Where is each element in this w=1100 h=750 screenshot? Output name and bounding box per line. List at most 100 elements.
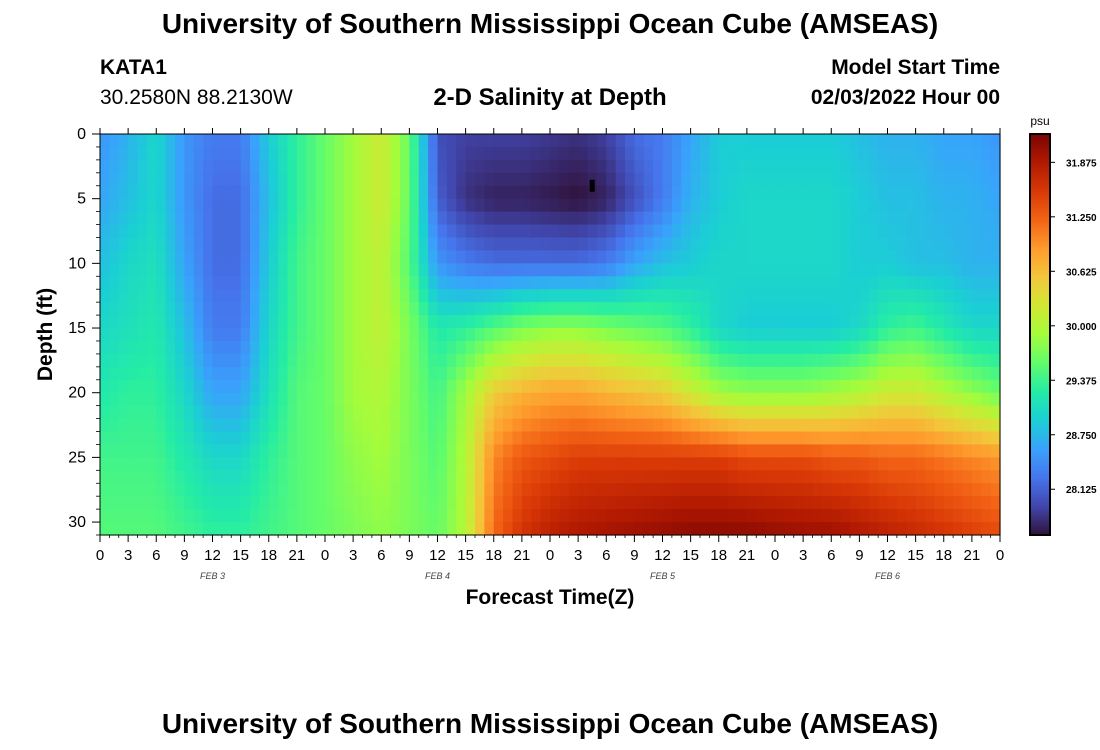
heatmap-cell: [240, 198, 251, 213]
heatmap-cell: [146, 172, 157, 187]
heatmap-cell: [775, 211, 785, 226]
heatmap-cell: [906, 289, 917, 303]
heatmap-cell: [681, 340, 692, 355]
date-label: FEB 6: [875, 571, 900, 581]
heatmap-cell: [981, 159, 992, 174]
heatmap-cell: [681, 302, 692, 316]
heatmap-cell: [475, 328, 485, 342]
heatmap-cell: [878, 483, 889, 497]
heatmap-cell: [287, 431, 298, 446]
heatmap-cell: [878, 134, 889, 148]
heatmap-cell: [278, 237, 289, 252]
heatmap-cell: [446, 315, 457, 329]
heatmap-cell: [784, 289, 795, 303]
heatmap-cell: [831, 328, 842, 342]
heatmap-cell: [175, 198, 185, 213]
heatmap-cell: [943, 224, 954, 239]
heatmap-cell: [887, 522, 898, 536]
heatmap-cell: [231, 198, 242, 213]
heatmap-cell: [540, 457, 551, 471]
heatmap-cell: [362, 457, 373, 471]
heatmap-cell: [700, 340, 710, 355]
heatmap-cell: [953, 302, 964, 316]
heatmap-cell: [278, 353, 289, 368]
heatmap-cell: [606, 522, 617, 536]
heatmap-cell: [512, 328, 523, 342]
heatmap-cell: [100, 172, 110, 187]
heatmap-cell: [671, 211, 682, 226]
heatmap-cell: [371, 250, 382, 264]
heatmap-cell: [587, 522, 598, 536]
heatmap-cell: [137, 379, 148, 394]
heatmap-cell: [409, 418, 420, 433]
heatmap-cell: [240, 353, 251, 368]
heatmap-cell: [381, 418, 392, 433]
heatmap-cell: [193, 289, 204, 303]
heatmap-cell: [418, 496, 429, 510]
heatmap-cell: [278, 470, 289, 484]
heatmap-cell: [634, 315, 645, 329]
heatmap-cell: [325, 366, 335, 381]
heatmap-cell: [568, 353, 579, 368]
heatmap-cell: [531, 263, 542, 277]
heatmap-cell: [625, 198, 635, 213]
heatmap-cell: [446, 237, 457, 252]
heatmap-cell: [971, 263, 982, 277]
heatmap-cell: [315, 353, 326, 368]
heatmap-cell: [700, 483, 710, 497]
heatmap-cell: [221, 276, 232, 290]
heatmap-cell: [128, 224, 139, 239]
heatmap-cell: [118, 302, 129, 316]
heatmap-cell: [446, 146, 457, 161]
heatmap-cell: [521, 328, 532, 342]
heatmap-cell: [484, 496, 495, 510]
heatmap-cell: [793, 418, 804, 433]
heatmap-cell: [428, 328, 439, 342]
heatmap-cell: [681, 172, 692, 187]
heatmap-cell: [250, 431, 260, 446]
heatmap-cell: [193, 340, 204, 355]
heatmap-cell: [118, 250, 129, 264]
heatmap-cell: [287, 496, 298, 510]
heatmap-cell: [765, 522, 776, 536]
heatmap-cell: [850, 457, 860, 471]
heatmap-cell: [625, 405, 635, 420]
heatmap-cell: [653, 302, 664, 316]
heatmap-cell: [503, 263, 514, 277]
heatmap-cell: [765, 431, 776, 446]
heatmap-cell: [793, 134, 804, 148]
heatmap-cell: [428, 392, 439, 407]
heatmap-cell: [371, 405, 382, 420]
heatmap-cell: [812, 146, 823, 161]
heatmap-cell: [709, 276, 720, 290]
heatmap-cell: [559, 159, 570, 174]
heatmap-cell: [446, 198, 457, 213]
heatmap-cell: [493, 366, 504, 381]
heatmap-cell: [625, 159, 635, 174]
heatmap-cell: [868, 289, 879, 303]
heatmap-cell: [934, 185, 945, 200]
heatmap-cell: [934, 522, 945, 536]
heatmap-cell: [465, 302, 476, 316]
heatmap-cell: [165, 263, 176, 277]
heatmap-cell: [859, 431, 870, 446]
heatmap-cell: [606, 263, 617, 277]
heatmap-cell: [681, 211, 692, 226]
heatmap-cell: [850, 483, 860, 497]
heatmap-cell: [278, 185, 289, 200]
heatmap-cell: [643, 250, 654, 264]
heatmap-cell: [521, 159, 532, 174]
heatmap-cell: [578, 496, 589, 510]
heatmap-cell: [784, 379, 795, 394]
heatmap-cell: [737, 340, 748, 355]
heatmap-cell: [315, 379, 326, 394]
heatmap-cell: [465, 392, 476, 407]
heatmap-cell: [437, 328, 448, 342]
heatmap-cell: [334, 509, 345, 523]
heatmap-cell: [315, 198, 326, 213]
heatmap-cell: [971, 315, 982, 329]
heatmap-cell: [475, 444, 485, 458]
heatmap-cell: [512, 392, 523, 407]
heatmap-cell: [756, 146, 767, 161]
heatmap-cell: [353, 379, 364, 394]
